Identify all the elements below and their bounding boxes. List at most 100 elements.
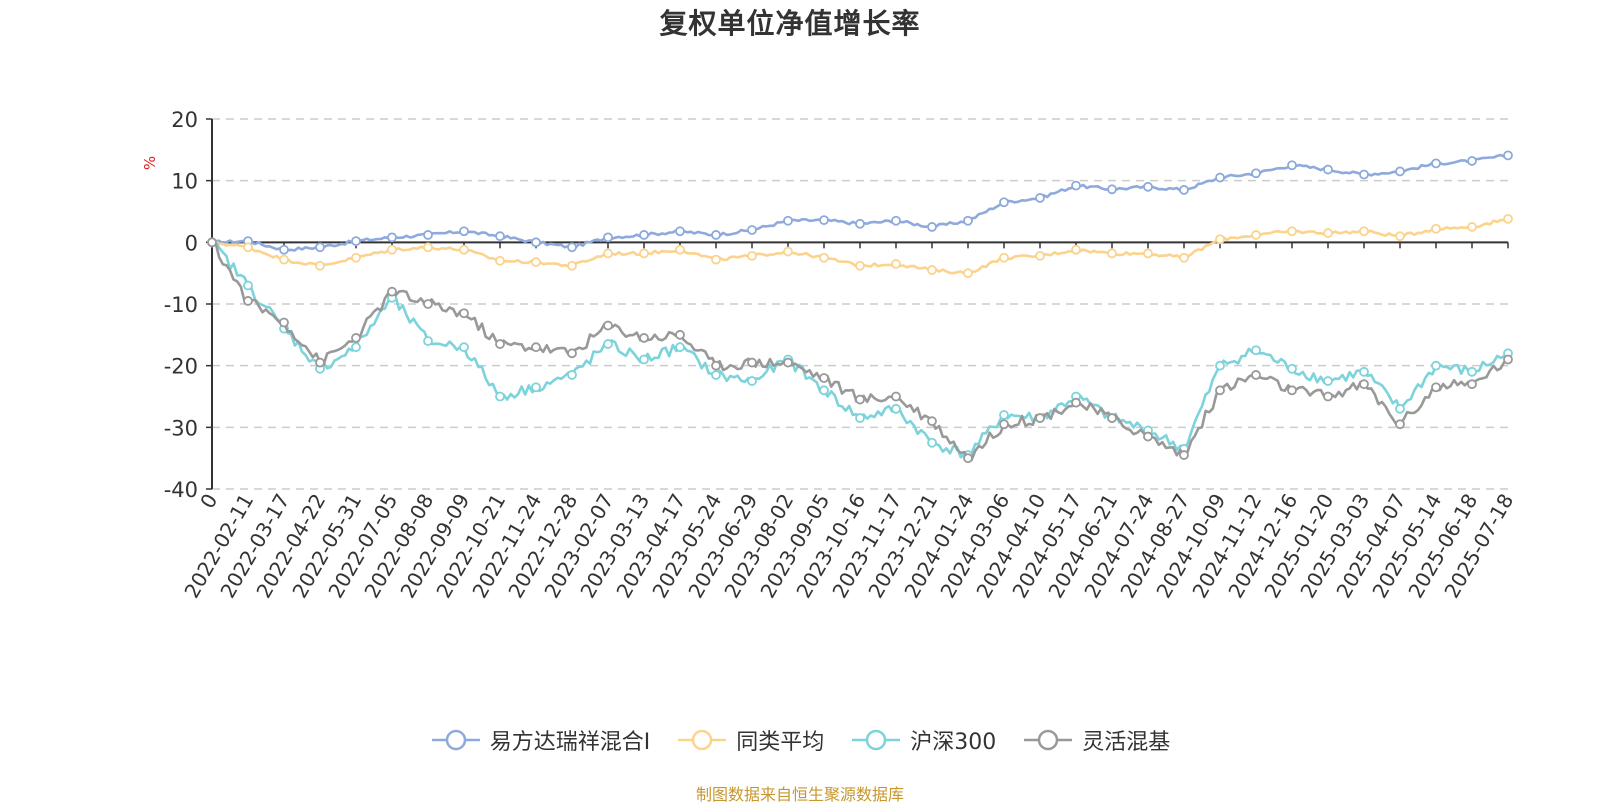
data-point bbox=[783, 246, 793, 257]
data-point bbox=[747, 250, 757, 261]
data-point bbox=[1071, 397, 1081, 408]
legend-item[interactable]: 灵活混基 bbox=[1022, 724, 1170, 756]
data-point bbox=[315, 260, 325, 271]
data-point bbox=[1251, 345, 1261, 356]
data-point bbox=[1179, 252, 1189, 263]
legend-label: 同类平均 bbox=[736, 730, 825, 755]
data-point bbox=[963, 453, 973, 464]
data-point bbox=[963, 215, 973, 226]
data-point bbox=[351, 342, 361, 353]
legend-line-icon bbox=[678, 729, 727, 751]
y-tick-label: -10 bbox=[164, 293, 198, 317]
series-3 bbox=[207, 237, 1513, 464]
data-point bbox=[819, 385, 829, 396]
data-point bbox=[747, 376, 757, 386]
data-point bbox=[1179, 450, 1189, 460]
legend: 易方达瑞祥混合I 同类平均 沪深300 灵活混基 bbox=[0, 724, 1600, 756]
data-point bbox=[243, 296, 253, 306]
data-point bbox=[1503, 213, 1513, 224]
data-point bbox=[1143, 248, 1153, 259]
data-point bbox=[1287, 226, 1297, 237]
data-point bbox=[675, 244, 685, 255]
y-tick-label: 0 bbox=[185, 231, 198, 255]
data-point bbox=[567, 370, 577, 380]
series-0 bbox=[207, 150, 1513, 255]
legend-item[interactable]: 同类平均 bbox=[676, 724, 824, 756]
data-point bbox=[603, 320, 613, 331]
data-point bbox=[1359, 366, 1369, 377]
data-point bbox=[891, 403, 901, 414]
data-point bbox=[531, 382, 541, 393]
data-point bbox=[1359, 379, 1369, 390]
data-point bbox=[423, 336, 433, 346]
legend-item[interactable]: 沪深300 bbox=[850, 724, 996, 756]
y-tick-label: -30 bbox=[164, 416, 198, 440]
data-point bbox=[459, 342, 469, 353]
y-axis-label: % bbox=[141, 156, 159, 170]
data-point bbox=[1467, 156, 1477, 166]
data-point bbox=[1035, 413, 1045, 423]
data-point bbox=[387, 232, 397, 243]
data-point bbox=[855, 218, 865, 229]
data-point bbox=[1035, 250, 1045, 261]
legend-line-icon bbox=[852, 729, 901, 751]
data-point bbox=[1287, 385, 1297, 396]
data-point bbox=[351, 333, 361, 343]
data-point bbox=[1395, 231, 1405, 242]
data-point bbox=[459, 244, 469, 255]
data-point bbox=[855, 260, 865, 271]
data-point bbox=[855, 413, 865, 423]
data-point bbox=[855, 394, 865, 405]
data-point bbox=[459, 226, 469, 237]
data-point bbox=[999, 197, 1009, 208]
tick-labels: 20100-10-20-30-4002022-02-112022-03-1720… bbox=[164, 108, 1519, 602]
data-point bbox=[423, 230, 433, 240]
grid-lines bbox=[212, 118, 1508, 490]
data-point bbox=[603, 248, 613, 259]
data-point bbox=[423, 299, 433, 309]
series-line bbox=[211, 240, 1509, 459]
data-point bbox=[819, 215, 829, 226]
data-point bbox=[1359, 169, 1369, 180]
data-point bbox=[1143, 181, 1153, 192]
y-tick-label: -20 bbox=[164, 355, 198, 379]
data-point bbox=[1323, 164, 1333, 175]
data-point bbox=[1323, 391, 1333, 402]
data-point bbox=[783, 357, 793, 368]
legend-label: 沪深300 bbox=[910, 730, 997, 755]
data-point bbox=[675, 342, 685, 353]
data-point bbox=[711, 360, 721, 371]
data-point bbox=[1503, 354, 1513, 365]
data-point bbox=[1107, 184, 1117, 195]
data-point bbox=[1359, 226, 1369, 237]
data-point bbox=[243, 280, 253, 291]
data-point bbox=[711, 370, 721, 380]
data-point bbox=[495, 255, 505, 266]
data-point bbox=[423, 242, 433, 253]
data-point bbox=[1215, 385, 1225, 396]
data-point bbox=[567, 242, 577, 253]
data-point bbox=[747, 357, 757, 368]
data-point bbox=[1107, 413, 1117, 423]
data-point bbox=[1467, 222, 1477, 232]
data-point bbox=[927, 416, 937, 427]
axes bbox=[206, 118, 1509, 490]
data-point bbox=[1251, 168, 1261, 179]
data-point bbox=[639, 230, 649, 240]
data-point bbox=[495, 339, 505, 349]
legend-line-icon bbox=[431, 729, 480, 751]
data-point bbox=[891, 259, 901, 269]
data-point bbox=[1107, 248, 1117, 259]
data-point bbox=[495, 391, 505, 402]
legend-item[interactable]: 易方达瑞祥混合I bbox=[430, 724, 651, 756]
data-point bbox=[531, 257, 541, 267]
data-point bbox=[495, 231, 505, 242]
data-point bbox=[1287, 363, 1297, 374]
data-point bbox=[927, 265, 937, 275]
series-1 bbox=[207, 213, 1513, 279]
legend-label: 易方达瑞祥混合I bbox=[489, 730, 651, 755]
data-point bbox=[1071, 244, 1081, 255]
data-point bbox=[747, 225, 757, 235]
data-point bbox=[387, 244, 397, 255]
